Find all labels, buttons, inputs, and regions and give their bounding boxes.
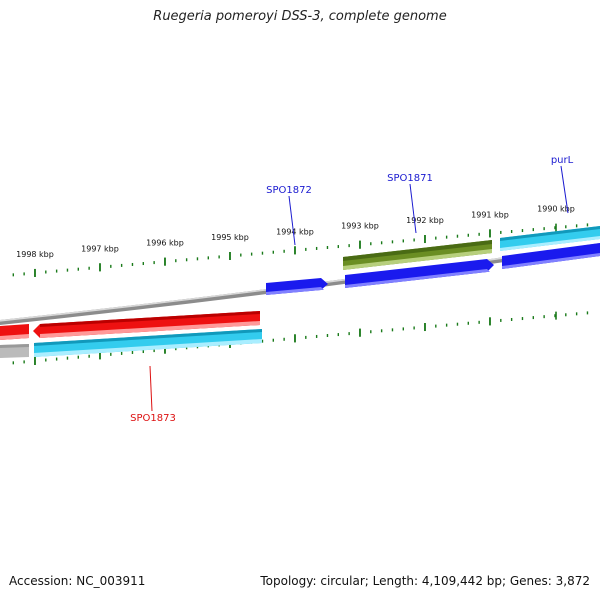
- tick-label: 1994 kbp: [276, 227, 314, 236]
- tick-label: 1997 kbp: [81, 244, 119, 253]
- gene-feature-red-main[interactable]: [33, 311, 260, 338]
- inner-tick-row: [12, 311, 589, 365]
- gene-feature-blue-middle[interactable]: [345, 259, 494, 288]
- purl-leader-line: [560, 165, 569, 214]
- tick-label-group: 1998 kbp 1997 kbp 1996 kbp 1995 kbp 1994 kbp…: [16, 205, 575, 259]
- outer-tick-row: [12, 223, 589, 277]
- tick-label: 1992 kbp: [406, 216, 444, 225]
- genome-backbone-highlight: [0, 243, 600, 322]
- tick-label: 1991 kbp: [471, 210, 509, 219]
- tick-label: 1993 kbp: [341, 222, 379, 231]
- spo1872-leader-line: [288, 195, 296, 246]
- genome-summary-text: Topology: circular; Length: 4,109,442 bp…: [260, 574, 590, 588]
- gene-feature-olive[interactable]: [343, 240, 492, 270]
- gene-label-spo1871[interactable]: SPO1871: [387, 173, 433, 184]
- gene-label-spo1872[interactable]: SPO1872: [266, 185, 312, 196]
- spo1871-leader-line: [409, 183, 417, 234]
- tick-label: 1990 kbp: [537, 205, 575, 214]
- tick-label: 1998 kbp: [16, 250, 54, 259]
- gene-feature-gray-left[interactable]: [0, 344, 29, 358]
- accession-text: Accession: NC_003911: [9, 574, 146, 588]
- gene-label-purl[interactable]: purL: [551, 155, 574, 166]
- gene-feature-red-left[interactable]: [0, 324, 29, 340]
- tick-label: 1995 kbp: [211, 233, 249, 242]
- spo1873-leader-line: [149, 365, 153, 412]
- tick-label: 1996 kbp: [146, 239, 184, 248]
- map-title: Ruegeria pomeroyi DSS-3, complete genome: [153, 9, 447, 24]
- gene-feature-cyan-top[interactable]: [500, 226, 600, 251]
- gene-label-spo1873[interactable]: SPO1873: [130, 413, 176, 424]
- gene-feature-cyan-bottom[interactable]: [34, 329, 262, 357]
- gene-feature-blue-right[interactable]: [502, 243, 600, 269]
- gene-feature-blue-left[interactable]: [266, 278, 328, 295]
